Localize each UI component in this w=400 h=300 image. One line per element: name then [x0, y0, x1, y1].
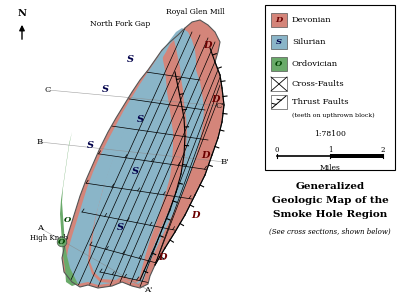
Text: S: S	[136, 116, 144, 124]
Text: D: D	[203, 40, 211, 50]
Text: Devonian: Devonian	[292, 16, 332, 24]
Text: D: D	[211, 95, 219, 104]
Text: (See cross sections, shown below): (See cross sections, shown below)	[269, 228, 391, 236]
FancyBboxPatch shape	[271, 13, 287, 27]
Text: O: O	[275, 60, 283, 68]
Text: S: S	[86, 140, 94, 149]
Text: 2: 2	[381, 146, 385, 154]
Text: B': B'	[221, 158, 229, 166]
Text: 1:78100: 1:78100	[314, 130, 346, 138]
Text: S: S	[126, 56, 134, 64]
Polygon shape	[66, 28, 204, 285]
Polygon shape	[88, 40, 187, 283]
Text: Smoke Hole Region: Smoke Hole Region	[273, 210, 387, 219]
Text: Generalized: Generalized	[296, 182, 364, 191]
FancyBboxPatch shape	[265, 5, 395, 170]
Text: Thrust Faults: Thrust Faults	[292, 98, 348, 106]
Text: A': A'	[144, 286, 152, 294]
FancyBboxPatch shape	[271, 95, 287, 109]
Text: High Knob: High Knob	[30, 234, 68, 242]
FancyBboxPatch shape	[271, 35, 287, 49]
Text: 0: 0	[275, 146, 279, 154]
Text: O: O	[58, 238, 66, 246]
Text: Geologic Map of the: Geologic Map of the	[272, 196, 388, 205]
Text: Ordovician: Ordovician	[292, 60, 338, 68]
Text: D: D	[275, 16, 283, 24]
Polygon shape	[90, 50, 173, 280]
Text: Silurian: Silurian	[292, 38, 326, 46]
Text: A: A	[37, 224, 43, 232]
Text: N: N	[18, 9, 26, 18]
Text: Cross-Faults: Cross-Faults	[292, 80, 345, 88]
Text: C': C'	[216, 102, 224, 110]
Text: Miles: Miles	[320, 164, 340, 172]
Text: Royal Glen Mill: Royal Glen Mill	[166, 8, 224, 16]
Text: D: D	[201, 151, 209, 160]
Text: B: B	[37, 138, 43, 146]
FancyBboxPatch shape	[271, 77, 287, 91]
Text: North Fork Gap: North Fork Gap	[90, 20, 150, 28]
Text: O: O	[64, 216, 72, 224]
Text: S: S	[102, 85, 108, 94]
Text: S: S	[132, 167, 138, 176]
FancyBboxPatch shape	[330, 154, 383, 158]
Polygon shape	[60, 132, 78, 286]
Text: D: D	[191, 211, 199, 220]
Text: S: S	[116, 224, 124, 232]
Text: 1: 1	[328, 146, 332, 154]
Polygon shape	[62, 20, 224, 288]
Text: S: S	[276, 38, 282, 46]
Text: (teeth on upthrown block): (teeth on upthrown block)	[292, 112, 375, 118]
FancyBboxPatch shape	[271, 57, 287, 71]
Text: C: C	[45, 86, 51, 94]
Text: D: D	[158, 254, 166, 262]
